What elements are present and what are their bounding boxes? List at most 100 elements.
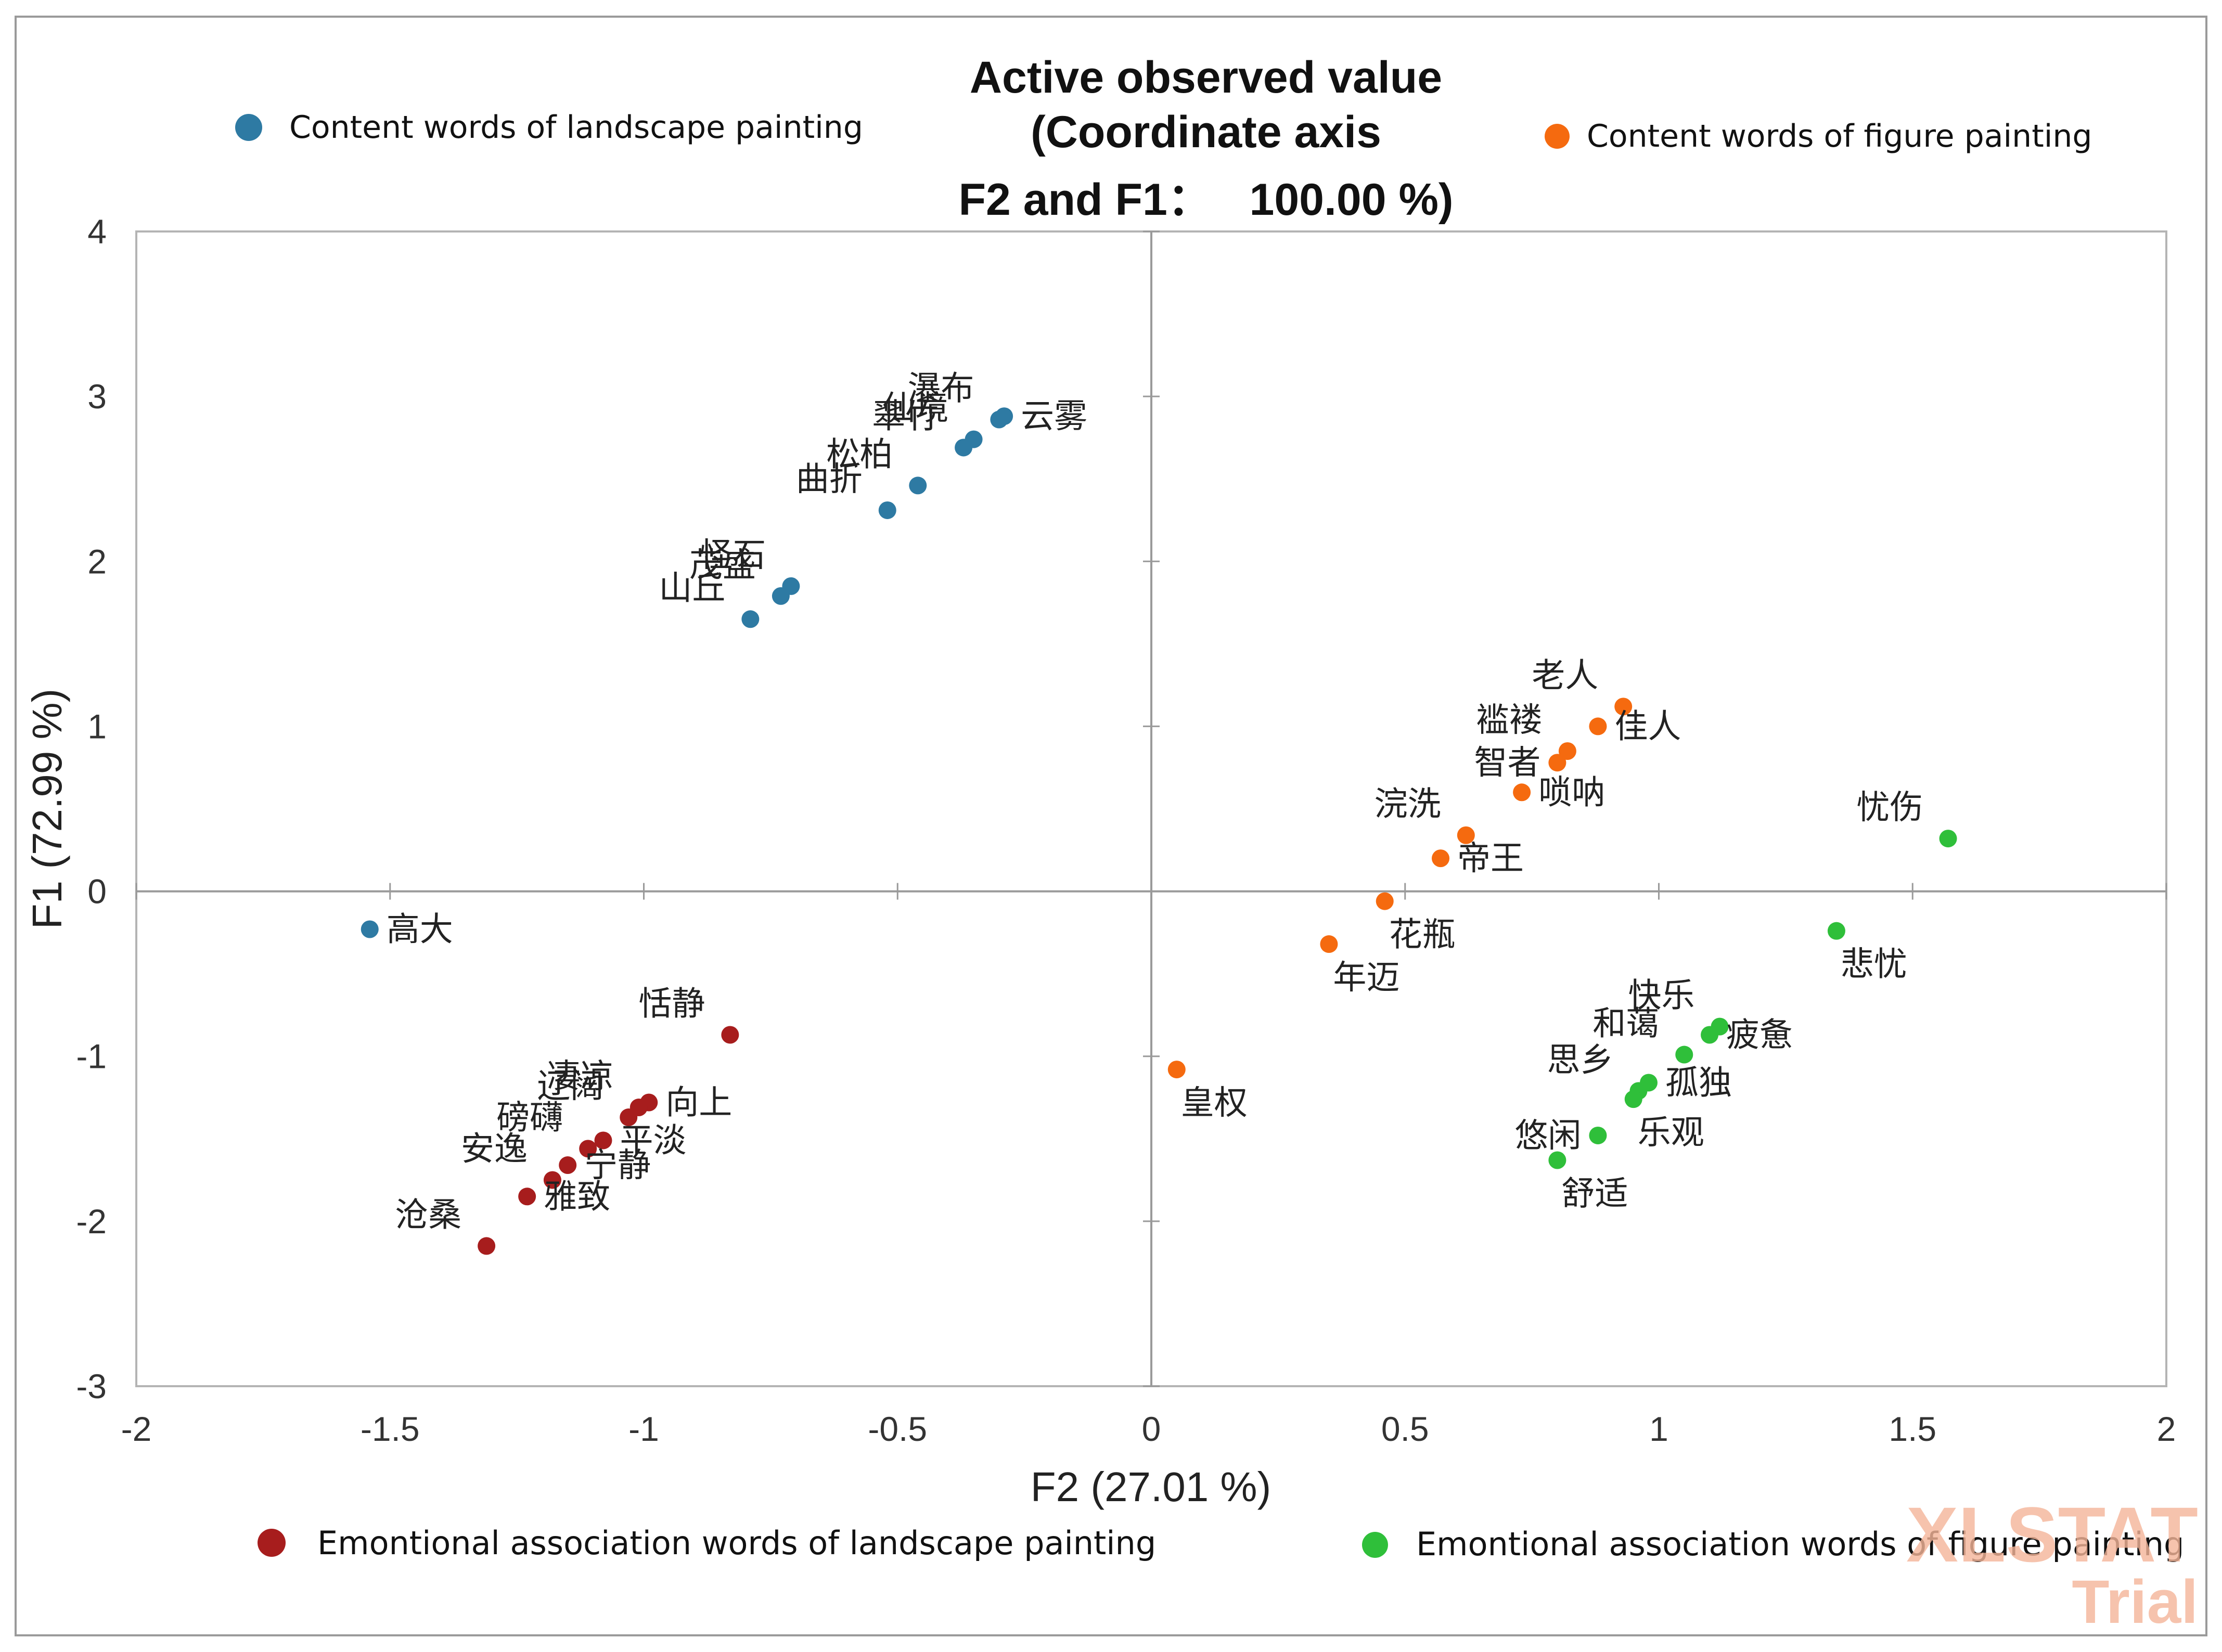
x-tick-label: 1.5 xyxy=(1889,1410,1936,1448)
data-point-label: 和蔼 xyxy=(1592,1005,1659,1043)
data-point-label: 褴褛 xyxy=(1476,701,1543,740)
data-point-label: 花瓶 xyxy=(1389,916,1456,954)
data-point xyxy=(1701,1026,1719,1044)
y-tick-label: 0 xyxy=(87,872,107,911)
data-point-label: 平淡 xyxy=(620,1121,686,1160)
data-point xyxy=(1624,1090,1642,1108)
data-point xyxy=(559,1156,577,1175)
y-axis-label: F1 (72.99 %) xyxy=(24,689,70,929)
x-tick-label: 1 xyxy=(1649,1410,1668,1448)
data-point-label: 翠竹 xyxy=(872,397,939,436)
x-tick-labels: -2 -1.5 -1 -0.5 0 0.5 1 1.5 2 xyxy=(121,1410,2176,1448)
data-point-label: 雅致 xyxy=(544,1178,610,1216)
xlstat-watermark: XLSTAT Trial xyxy=(1906,1491,2198,1636)
data-point-label: 皇权 xyxy=(1181,1084,1248,1122)
data-point xyxy=(741,610,760,628)
watermark-line-1: XLSTAT xyxy=(1906,1491,2198,1578)
data-point-label: 佳人 xyxy=(1614,707,1681,746)
chart-title: Active observed value (Coordinate axis F… xyxy=(958,53,1453,225)
y-tick-label: 2 xyxy=(87,542,107,580)
data-point-label: 宁静 xyxy=(584,1146,651,1185)
legend-figure-content: Content words of figure painting xyxy=(1545,118,2092,154)
legend-label-figure-emotion: Emontional association words of figure p… xyxy=(1416,1525,2184,1563)
data-point xyxy=(594,1131,612,1150)
data-point xyxy=(543,1171,561,1189)
x-tick-label: 0 xyxy=(1142,1410,1161,1448)
tick-marks xyxy=(135,230,2167,1387)
data-point-label: 云雾 xyxy=(1021,397,1087,436)
data-point xyxy=(1589,717,1607,735)
data-point xyxy=(620,1108,638,1127)
y-tick-label: 1 xyxy=(87,707,107,745)
legend-marker-figure-content xyxy=(1545,124,1570,149)
data-point-label: 悲忧 xyxy=(1841,946,1907,984)
data-point xyxy=(1320,935,1338,953)
y-tick-label: 4 xyxy=(87,212,107,251)
data-point-label: 曲折 xyxy=(796,460,863,499)
data-point xyxy=(1558,742,1576,760)
legend-label-landscape-emotion: Emontional association words of landscap… xyxy=(317,1524,1156,1562)
data-point-label: 瀑布 xyxy=(907,370,974,408)
chart-border xyxy=(15,16,2207,1636)
data-point-label: 思乡 xyxy=(1547,1041,1613,1079)
x-tick-label: -1 xyxy=(628,1410,659,1448)
y-tick-label: -3 xyxy=(76,1367,107,1405)
data-point-label: 老人 xyxy=(1532,656,1598,695)
data-point xyxy=(1548,754,1566,772)
legend-marker-landscape-emotion xyxy=(258,1529,286,1557)
data-point-label: 疲惫 xyxy=(1726,1016,1793,1054)
data-point-label: 山丘 xyxy=(659,569,725,608)
data-point-label: 高大 xyxy=(387,911,453,949)
data-point-label: 浣洗 xyxy=(1375,785,1441,824)
legend-marker-figure-emotion xyxy=(1362,1532,1388,1558)
data-point-label: 辽阔 xyxy=(537,1067,603,1106)
data-point-label: 年迈 xyxy=(1333,959,1399,997)
data-point xyxy=(909,476,927,495)
data-point-label: 悠闲 xyxy=(1514,1117,1581,1155)
data-point xyxy=(1513,783,1531,802)
title-line-3: F2 and F1： 100.00 %) xyxy=(958,175,1453,225)
data-point xyxy=(772,587,790,605)
data-point-label: 向上 xyxy=(665,1084,732,1122)
data-point xyxy=(1548,1151,1566,1169)
data-point-label: 怪石 xyxy=(699,536,766,575)
data-point-label: 恬静 xyxy=(638,985,705,1023)
data-point-label: 帝王 xyxy=(1457,840,1524,878)
data-point-label: 智者 xyxy=(1474,744,1540,782)
x-tick-label: 0.5 xyxy=(1381,1410,1429,1448)
legend-marker-landscape-content xyxy=(235,114,262,141)
legend-label-landscape-content: Content words of landscape painting xyxy=(289,109,863,146)
data-point xyxy=(1589,1126,1607,1144)
data-point-label: 乐观 xyxy=(1638,1114,1704,1152)
y-tick-labels: 4 3 2 1 0 -1 -2 -3 xyxy=(76,212,107,1405)
data-point-label: 沧桑 xyxy=(395,1196,461,1234)
data-point xyxy=(518,1188,536,1206)
title-line-2: (Coordinate axis xyxy=(1031,107,1381,157)
data-point-label: 孤独 xyxy=(1665,1064,1732,1102)
data-point xyxy=(721,1026,739,1044)
data-point-label: 舒适 xyxy=(1561,1175,1628,1214)
data-point xyxy=(478,1237,496,1255)
data-point-label: 快乐 xyxy=(1628,977,1695,1015)
x-tick-label: -0.5 xyxy=(868,1410,927,1448)
data-point-label: 凄凉 xyxy=(547,1057,614,1096)
legend-landscape-content: Content words of landscape painting xyxy=(235,109,863,146)
data-point-label: 松柏 xyxy=(826,435,893,474)
y-tick-label: -1 xyxy=(76,1037,107,1076)
data-point-label: 忧伤 xyxy=(1857,789,1923,827)
data-point xyxy=(1827,922,1845,940)
legend-label-figure-content: Content words of figure painting xyxy=(1587,118,2092,154)
data-point-label: 茂盛 xyxy=(689,546,756,585)
data-point xyxy=(878,501,896,519)
data-point xyxy=(990,410,1008,429)
data-point xyxy=(1939,830,1957,848)
x-axis-label: F2 (27.01 %) xyxy=(1031,1464,1271,1510)
data-point xyxy=(1457,826,1475,844)
title-line-1: Active observed value xyxy=(970,53,1442,102)
x-tick-label: 2 xyxy=(2157,1410,2176,1448)
